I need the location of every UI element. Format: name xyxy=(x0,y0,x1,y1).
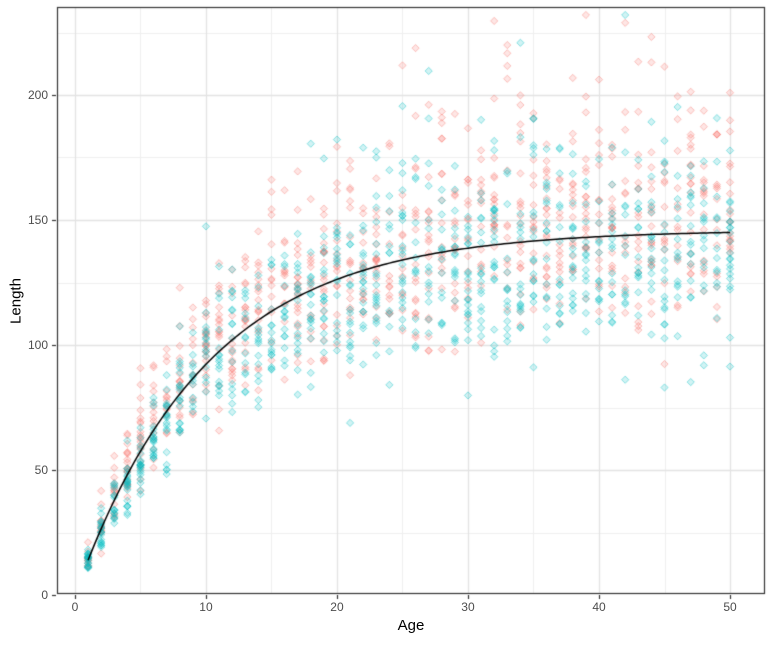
y-tick-label-200: 200 xyxy=(27,88,48,102)
x-axis-title: Age xyxy=(397,617,425,634)
x-tick-label-50: 50 xyxy=(723,600,737,614)
y-tick-label-100: 100 xyxy=(27,338,48,352)
x-tick-label-30: 30 xyxy=(461,600,475,614)
y-tick-label-150: 150 xyxy=(27,213,48,227)
x-tick-label-40: 40 xyxy=(592,600,606,614)
y-axis-title: Length xyxy=(7,277,25,324)
x-tick-label-0: 0 xyxy=(71,600,79,614)
y-tick-label-50: 50 xyxy=(34,463,48,477)
x-tick-label-20: 20 xyxy=(330,600,344,614)
x-tick-label-10: 10 xyxy=(199,600,213,614)
y-tick-label-0: 0 xyxy=(41,588,48,602)
